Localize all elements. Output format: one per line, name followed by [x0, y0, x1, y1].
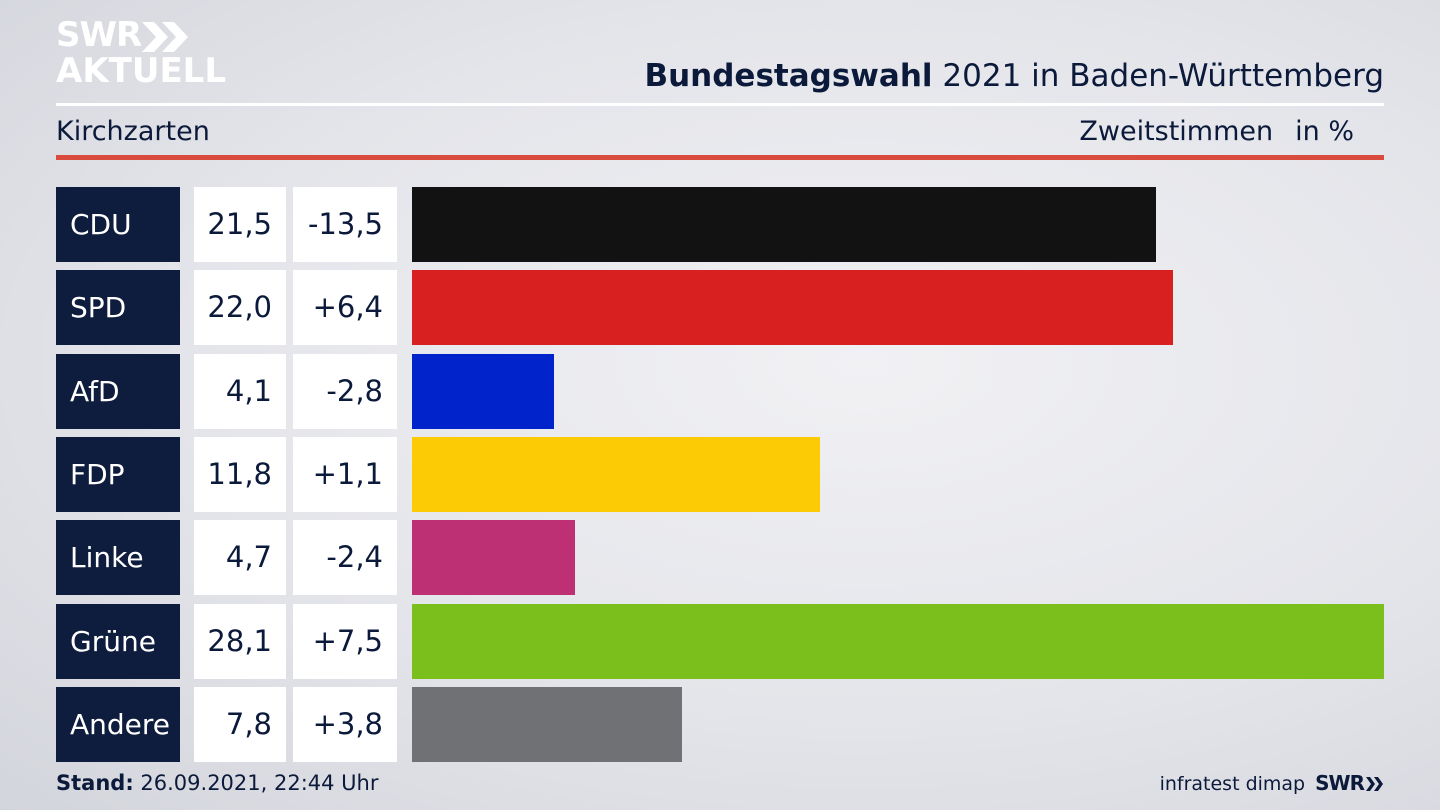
location-label: Kirchzarten: [56, 116, 210, 147]
party-name: SPD: [56, 270, 180, 345]
party-row: FDP 11,8 +1,1: [56, 437, 1384, 512]
header-divider: [56, 103, 1384, 106]
logo-swr-text: SWR: [56, 15, 142, 55]
party-difference: +1,1: [293, 437, 397, 512]
party-name: FDP: [56, 437, 180, 512]
party-percent: 7,8: [194, 687, 286, 762]
party-bar: [412, 604, 1384, 679]
chart-title: Bundestagswahl 2021 in Baden-Württemberg: [644, 58, 1384, 94]
party-name: CDU: [56, 187, 180, 262]
party-name: Andere: [56, 687, 180, 762]
party-bar: [412, 437, 820, 512]
party-difference: +3,8: [293, 687, 397, 762]
party-bar: [412, 187, 1156, 262]
timestamp: Stand: 26.09.2021, 22:44 Uhr: [56, 771, 379, 795]
source-name: infratest dimap: [1159, 773, 1306, 795]
party-bar: [412, 354, 554, 429]
measure-label: Zweitstimmen in %: [1079, 116, 1354, 147]
logo-aktuell-text: AKTUELL: [56, 51, 227, 91]
party-percent: 11,8: [194, 437, 286, 512]
party-row: Andere 7,8 +3,8: [56, 687, 1384, 762]
party-name: AfD: [56, 354, 180, 429]
party-percent: 28,1: [194, 604, 286, 679]
party-name: Grüne: [56, 604, 180, 679]
measure-name: Zweitstimmen: [1079, 116, 1274, 147]
party-percent: 4,7: [194, 520, 286, 595]
party-difference: -13,5: [293, 187, 397, 262]
party-name: Linke: [56, 520, 180, 595]
party-row: Linke 4,7 -2,4: [56, 520, 1384, 595]
source-credit: infratest dimap SWR: [1160, 771, 1384, 795]
party-percent: 22,0: [194, 270, 286, 345]
timestamp-label: Stand:: [56, 771, 134, 795]
party-difference: +6,4: [293, 270, 397, 345]
party-bar: [412, 520, 575, 595]
party-percent: 21,5: [194, 187, 286, 262]
party-row: Grüne 28,1 +7,5: [56, 604, 1384, 679]
party-row: SPD 22,0 +6,4: [56, 270, 1384, 345]
party-bar: [412, 687, 682, 762]
party-difference: -2,8: [293, 354, 397, 429]
party-difference: +7,5: [293, 604, 397, 679]
swr-aktuell-logo: SWR AKTUELL: [56, 16, 226, 92]
logo-chevrons-icon: [142, 22, 188, 52]
party-row: CDU 21,5 -13,5: [56, 187, 1384, 262]
footer-swr-logo: SWR: [1315, 771, 1365, 795]
timestamp-value: 26.09.2021, 22:44 Uhr: [133, 771, 379, 795]
party-percent: 4,1: [194, 354, 286, 429]
chart-title-bold: Bundestagswahl: [644, 58, 933, 94]
party-bar: [412, 270, 1173, 345]
red-divider: [56, 155, 1384, 160]
party-row: AfD 4,1 -2,8: [56, 354, 1384, 429]
footer-chevrons-icon: [1366, 777, 1383, 791]
party-difference: -2,4: [293, 520, 397, 595]
chart-title-rest: 2021 in Baden-Württemberg: [932, 58, 1384, 94]
measure-unit: in %: [1295, 116, 1354, 147]
